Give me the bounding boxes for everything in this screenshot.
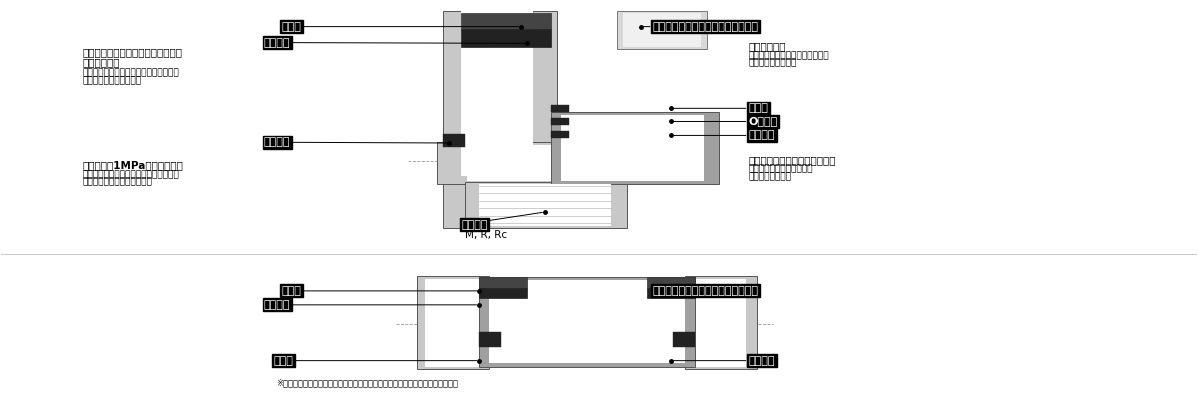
Text: ガイド: ガイド: [282, 286, 302, 296]
Text: パッキン: パッキン: [749, 356, 775, 366]
Text: リリースプッシュ（ライトグレー）: リリースプッシュ（ライトグレー）: [653, 286, 758, 296]
Text: M, R, Rc: M, R, Rc: [465, 230, 507, 240]
Bar: [425, 279, 479, 367]
Bar: [443, 134, 465, 147]
Bar: [479, 288, 527, 298]
Bar: [623, 13, 701, 46]
Bar: [673, 332, 695, 348]
Text: チャックにより確実な啸い付きを行い、: チャックにより確実な啸い付きを行い、: [83, 69, 179, 78]
Bar: [489, 280, 685, 364]
Bar: [465, 182, 627, 228]
Text: 軽い取外し力: 軽い取外し力: [749, 42, 786, 52]
Text: ナイロンにもウレタンにも使用可能: ナイロンにもウレタンにも使用可能: [83, 48, 182, 58]
Bar: [551, 118, 569, 125]
Bar: [647, 288, 695, 298]
Bar: [467, 145, 707, 181]
Text: 接続ねじ: 接続ねじ: [461, 220, 488, 230]
Bar: [647, 277, 695, 288]
Bar: [461, 13, 551, 28]
Bar: [561, 115, 704, 181]
Text: リリースプッシュ（ライトグレー）: リリースプッシュ（ライトグレー）: [653, 22, 758, 32]
Text: ガイド: ガイド: [282, 22, 302, 32]
Text: 啸い込むのを防止。: 啸い込むのを防止。: [749, 58, 797, 67]
Bar: [551, 131, 569, 138]
Bar: [437, 142, 713, 184]
Bar: [551, 112, 719, 184]
Text: ※ねじ部がなくボディ材質が樹脂のみの製品は全て食品系不可仕様となります。: ※ねじ部がなくボディ材質が樹脂のみの製品は全て食品系不可仕様となります。: [276, 378, 458, 387]
Bar: [417, 276, 489, 370]
Text: チャックがチャーブへ必要以上に: チャックがチャーブへ必要以上に: [749, 51, 829, 60]
Bar: [617, 11, 707, 48]
Bar: [551, 105, 569, 112]
Text: ボディ: ボディ: [749, 103, 768, 113]
Bar: [685, 276, 757, 370]
Bar: [479, 184, 611, 226]
Text: 大きな保持力: 大きな保持力: [83, 58, 120, 68]
Text: 特殊形状により、確実なシールおよび、: 特殊形状により、確実なシールおよび、: [83, 170, 179, 179]
Bar: [479, 332, 501, 348]
Bar: [443, 11, 557, 228]
Text: チャック保持力を増大。: チャック保持力を増大。: [83, 76, 141, 85]
Text: パッキン: パッキン: [264, 137, 290, 147]
Text: 位置決めが可能。: 位置決めが可能。: [749, 172, 792, 181]
Text: スタッド: スタッド: [749, 130, 775, 140]
Bar: [692, 279, 746, 367]
Text: 狭いスペースでの配管に効果的: 狭いスペースでの配管に効果的: [749, 155, 836, 165]
Text: Oリング: Oリング: [749, 116, 778, 126]
Text: 低真空から1MPaまで使用可能: 低真空から1MPaまで使用可能: [83, 160, 183, 170]
Text: チャック: チャック: [264, 300, 290, 310]
Text: ボディ: ボディ: [273, 356, 294, 366]
Text: チャック挿入時の抵抗が小。: チャック挿入時の抵抗が小。: [83, 178, 152, 186]
Bar: [461, 28, 551, 46]
Bar: [461, 11, 533, 176]
Bar: [479, 277, 527, 288]
Text: チャック: チャック: [264, 38, 290, 48]
Bar: [479, 277, 695, 367]
Text: ボディとねじ部が回転し、: ボディとねじ部が回転し、: [749, 165, 813, 174]
